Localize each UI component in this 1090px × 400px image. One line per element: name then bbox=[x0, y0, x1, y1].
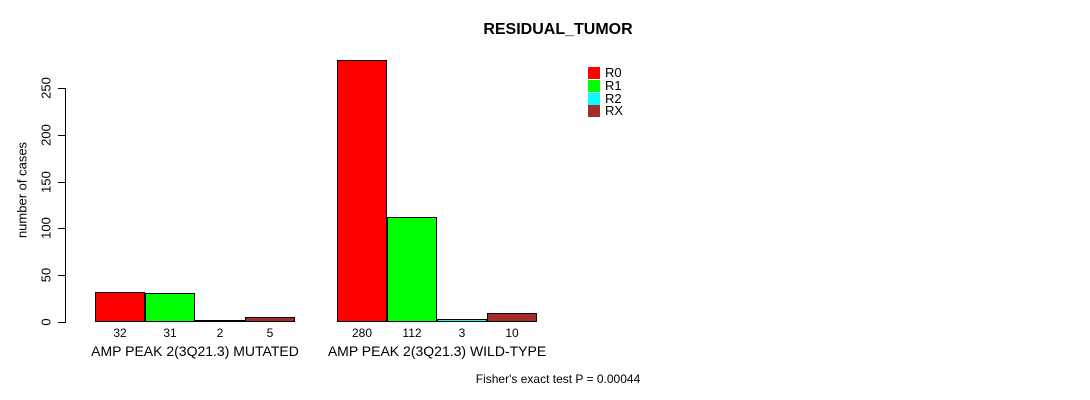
bar-value-label: 31 bbox=[163, 326, 177, 340]
legend-label: R1 bbox=[605, 77, 622, 93]
y-tick bbox=[58, 322, 65, 323]
bar-value-label: 112 bbox=[402, 326, 422, 340]
legend-row: R0 bbox=[588, 66, 622, 79]
bar-value-label: 2 bbox=[216, 326, 224, 340]
chart-title: RESIDUAL_TUMOR bbox=[483, 21, 633, 38]
legend-swatch bbox=[588, 92, 600, 105]
y-tick bbox=[58, 88, 65, 89]
bar bbox=[145, 293, 195, 322]
bar-value-label: 10 bbox=[505, 326, 519, 340]
y-tick bbox=[58, 182, 65, 183]
y-axis-line bbox=[65, 88, 66, 323]
bar bbox=[195, 320, 245, 322]
bar bbox=[387, 217, 437, 322]
legend-row: R2 bbox=[588, 92, 622, 105]
bar bbox=[337, 60, 387, 322]
x-category-label: AMP PEAK 2(3Q21.3) WILD-TYPE bbox=[327, 343, 547, 359]
bar-value-label: 32 bbox=[113, 326, 127, 340]
legend-label: RX bbox=[605, 102, 624, 118]
bar bbox=[437, 319, 487, 322]
legend-row: R1 bbox=[588, 79, 622, 92]
y-tick-label: 0 bbox=[38, 318, 54, 326]
legend: R0 R1 R2 RX bbox=[588, 66, 708, 126]
bar-value-label: 280 bbox=[351, 326, 373, 340]
legend-swatch bbox=[588, 104, 600, 117]
bar-value-label: 3 bbox=[458, 326, 466, 340]
y-tick-label: 200 bbox=[38, 124, 54, 146]
x-category-label: AMP PEAK 2(3Q21.3) MUTATED bbox=[91, 343, 299, 359]
legend-swatch bbox=[588, 66, 600, 79]
y-tick bbox=[58, 228, 65, 229]
statistical-test-annotation: Fisher's exact test P = 0.00044 bbox=[475, 372, 641, 386]
y-tick-label: 150 bbox=[38, 171, 54, 193]
bar-value-label: 5 bbox=[266, 326, 274, 340]
legend-row: RX bbox=[588, 104, 623, 117]
bar bbox=[487, 313, 537, 322]
y-tick-label: 100 bbox=[38, 217, 54, 239]
y-tick bbox=[58, 275, 65, 276]
y-tick-label: 250 bbox=[38, 77, 54, 99]
bar bbox=[95, 292, 145, 322]
y-tick-label: 50 bbox=[38, 267, 54, 283]
y-tick bbox=[58, 135, 65, 136]
legend-label: R0 bbox=[605, 64, 622, 80]
bar bbox=[245, 317, 295, 322]
legend-label: R2 bbox=[605, 90, 622, 106]
legend-swatch bbox=[588, 79, 600, 92]
